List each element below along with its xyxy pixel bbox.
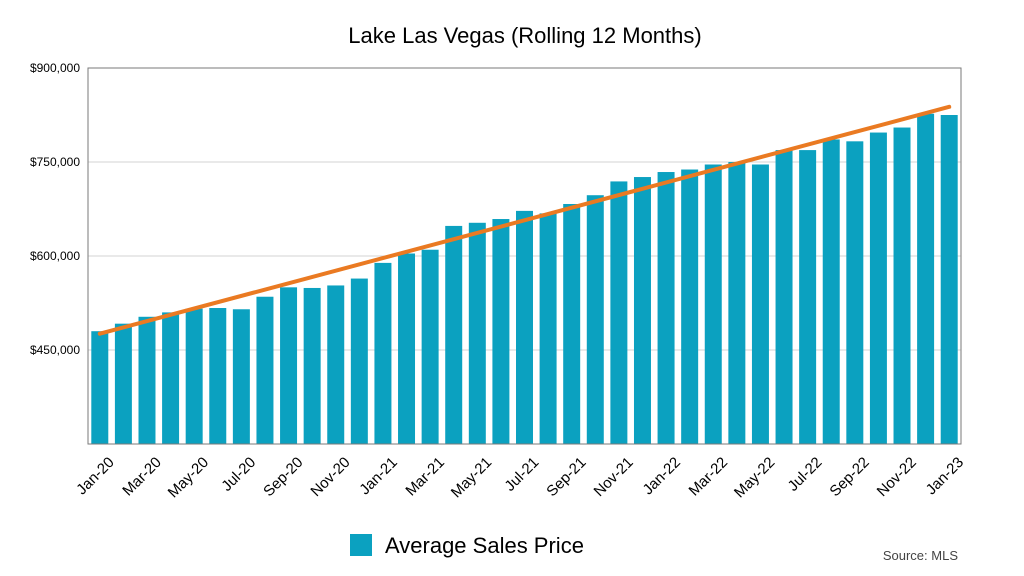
x-tick-label: Jan-20 bbox=[73, 454, 117, 498]
x-tick-label: Mar-22 bbox=[686, 454, 732, 500]
bar bbox=[822, 139, 840, 444]
bar bbox=[468, 222, 486, 444]
bar bbox=[940, 115, 958, 444]
x-tick-label: May-22 bbox=[731, 454, 778, 501]
x-tick-label: Nov-20 bbox=[307, 454, 353, 500]
bar bbox=[280, 287, 298, 444]
trendline-segment bbox=[97, 104, 952, 336]
bar bbox=[421, 249, 439, 444]
bar bbox=[704, 164, 722, 445]
bar bbox=[657, 172, 675, 444]
x-tick-label: Sep-21 bbox=[543, 454, 589, 500]
bar bbox=[516, 210, 533, 444]
bar bbox=[728, 162, 746, 444]
bar bbox=[846, 141, 864, 444]
bar bbox=[917, 113, 935, 444]
x-tick-label: Nov-21 bbox=[591, 454, 637, 500]
x-tick-label: Sep-20 bbox=[260, 454, 306, 500]
bar bbox=[303, 287, 321, 444]
bar bbox=[232, 309, 250, 444]
x-tick-label: May-20 bbox=[165, 454, 212, 501]
bar bbox=[138, 316, 156, 444]
bars bbox=[91, 113, 958, 445]
trendline bbox=[97, 104, 952, 336]
x-tick-label: Sep-22 bbox=[826, 454, 872, 500]
x-axis: Jan-20 Mar-20 May-20 Jul-20 Sep-20 Nov-20 Jan-… bbox=[73, 454, 967, 501]
bar bbox=[398, 253, 416, 444]
x-tick-label: Jan-22 bbox=[640, 454, 684, 498]
bar bbox=[445, 225, 463, 444]
y-tick-label: $600,000 bbox=[30, 249, 80, 263]
legend-swatch bbox=[350, 534, 372, 556]
x-tick-label: Jul-20 bbox=[218, 454, 259, 495]
plot-frame bbox=[87, 67, 962, 445]
bar bbox=[633, 177, 651, 445]
bar bbox=[492, 219, 510, 444]
x-tick-label: Jul-22 bbox=[785, 454, 826, 495]
bar bbox=[209, 308, 227, 444]
legend: Average Sales Price bbox=[350, 533, 584, 558]
bar bbox=[350, 278, 368, 444]
bar bbox=[893, 127, 911, 445]
bar bbox=[610, 181, 628, 444]
x-tick-label: Jan-21 bbox=[356, 454, 400, 498]
bar bbox=[539, 213, 557, 444]
bar bbox=[374, 262, 392, 444]
bar bbox=[256, 296, 274, 444]
bar bbox=[563, 203, 581, 444]
bar bbox=[751, 164, 769, 445]
x-tick-label: Nov-22 bbox=[874, 454, 920, 500]
x-tick-label: Jul-21 bbox=[501, 454, 542, 495]
bar bbox=[586, 195, 604, 444]
bar bbox=[162, 312, 180, 444]
bar bbox=[799, 150, 817, 445]
x-tick-label: May-21 bbox=[448, 454, 495, 501]
bar bbox=[114, 323, 132, 444]
chart-title: Lake Las Vegas (Rolling 12 Months) bbox=[348, 23, 701, 48]
source-note: Source: MLS bbox=[883, 548, 958, 563]
y-tick-label: $450,000 bbox=[30, 343, 80, 357]
x-tick-label: Jan-23 bbox=[923, 454, 967, 498]
x-tick-label: Mar-21 bbox=[402, 454, 448, 500]
bar bbox=[681, 169, 699, 444]
y-tick-label: $750,000 bbox=[30, 155, 80, 169]
bar bbox=[869, 132, 887, 444]
y-tick-label: $900,000 bbox=[30, 61, 80, 75]
legend-label: Average Sales Price bbox=[385, 533, 584, 558]
y-axis: $450,000 $600,000 $750,000 $900,000 bbox=[30, 61, 80, 357]
bar bbox=[775, 150, 793, 445]
bar bbox=[185, 308, 203, 444]
x-tick-label: Mar-20 bbox=[119, 454, 165, 500]
bar bbox=[327, 285, 345, 444]
bar bbox=[91, 331, 109, 444]
